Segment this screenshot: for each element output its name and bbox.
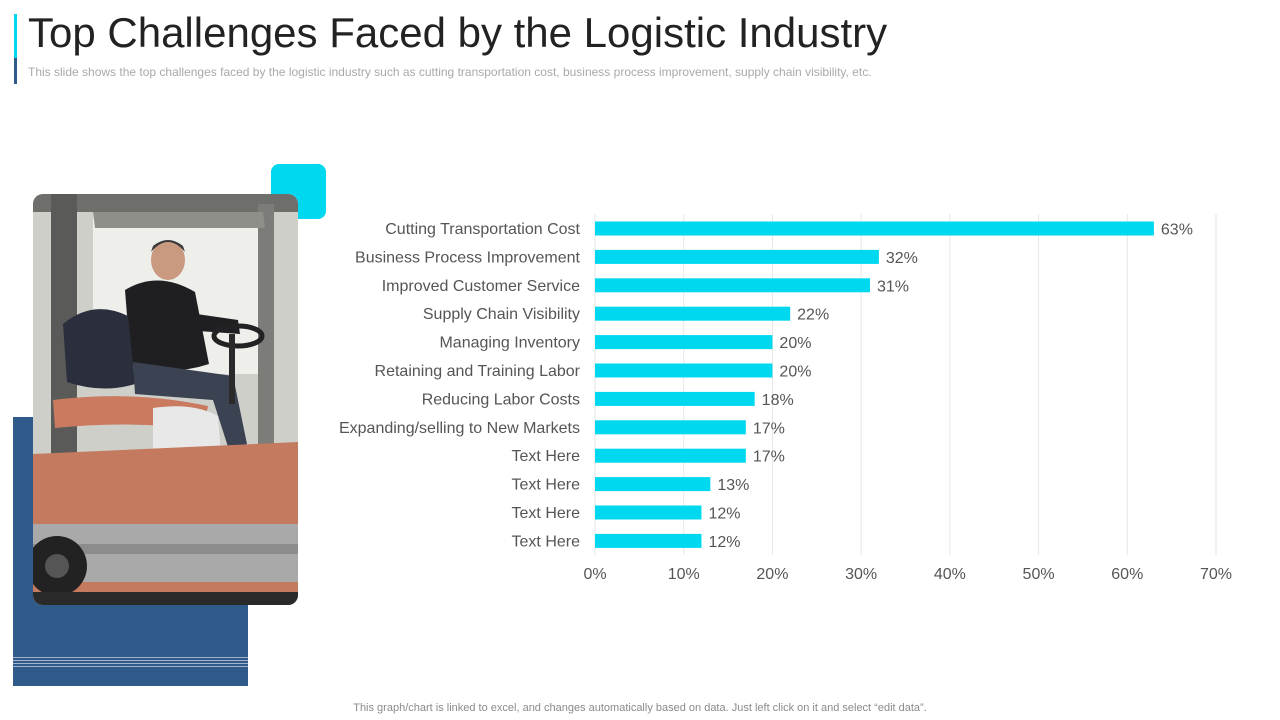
- category-label: Text Here: [512, 477, 581, 494]
- page-subtitle: This slide shows the top challenges face…: [28, 65, 872, 79]
- x-tick-label: 0%: [583, 566, 606, 583]
- category-label: Text Here: [512, 448, 581, 465]
- bar: [595, 278, 871, 293]
- x-tick-label: 50%: [1023, 566, 1055, 583]
- data-label: 17%: [753, 420, 785, 437]
- x-tick-label: 30%: [845, 566, 877, 583]
- page-title: Top Challenges Faced by the Logistic Ind…: [28, 9, 888, 56]
- bar: [595, 505, 702, 520]
- x-tick-label: 20%: [756, 566, 788, 583]
- bar: [595, 221, 1154, 236]
- category-label: Retaining and Training Labor: [375, 363, 581, 380]
- data-label: 18%: [762, 392, 794, 409]
- data-label: 20%: [779, 335, 811, 352]
- data-label: 12%: [708, 534, 740, 551]
- bar: [595, 533, 702, 548]
- x-tick-label: 60%: [1111, 566, 1143, 583]
- category-label: Reducing Labor Costs: [422, 391, 580, 408]
- data-label: 63%: [1161, 222, 1193, 239]
- subtitle-accent-bar: [14, 58, 17, 84]
- footer-note: This graph/chart is linked to excel, and…: [353, 702, 927, 714]
- bar: [595, 363, 773, 378]
- x-tick-label: 40%: [934, 566, 966, 583]
- decorative-stripes: [13, 657, 248, 669]
- category-label: Text Here: [512, 533, 581, 550]
- data-label: 32%: [886, 250, 918, 267]
- bar: [595, 391, 755, 406]
- title-accent-bar: [14, 14, 17, 58]
- data-label: 20%: [779, 364, 811, 381]
- data-label: 22%: [797, 307, 829, 324]
- bar: [595, 249, 879, 264]
- forklift-operator-photo: [33, 194, 298, 605]
- category-label: Improved Customer Service: [382, 278, 580, 295]
- data-label: 13%: [717, 477, 749, 494]
- category-label: Text Here: [512, 505, 581, 522]
- x-tick-label: 70%: [1200, 566, 1232, 583]
- category-label: Cutting Transportation Cost: [385, 221, 580, 238]
- category-label: Business Process Improvement: [355, 249, 581, 266]
- bar: [595, 306, 791, 321]
- bar: [595, 448, 746, 463]
- bar: [595, 335, 773, 350]
- category-label: Managing Inventory: [439, 335, 580, 352]
- data-label: 31%: [877, 278, 909, 295]
- category-label: Expanding/selling to New Markets: [339, 420, 580, 437]
- forklift-illustration: [33, 194, 298, 605]
- bar: [595, 420, 746, 435]
- x-tick-label: 10%: [668, 566, 700, 583]
- category-label: Supply Chain Visibility: [423, 306, 580, 323]
- data-label: 17%: [753, 449, 785, 466]
- bar: [595, 477, 711, 492]
- data-label: 12%: [708, 506, 740, 523]
